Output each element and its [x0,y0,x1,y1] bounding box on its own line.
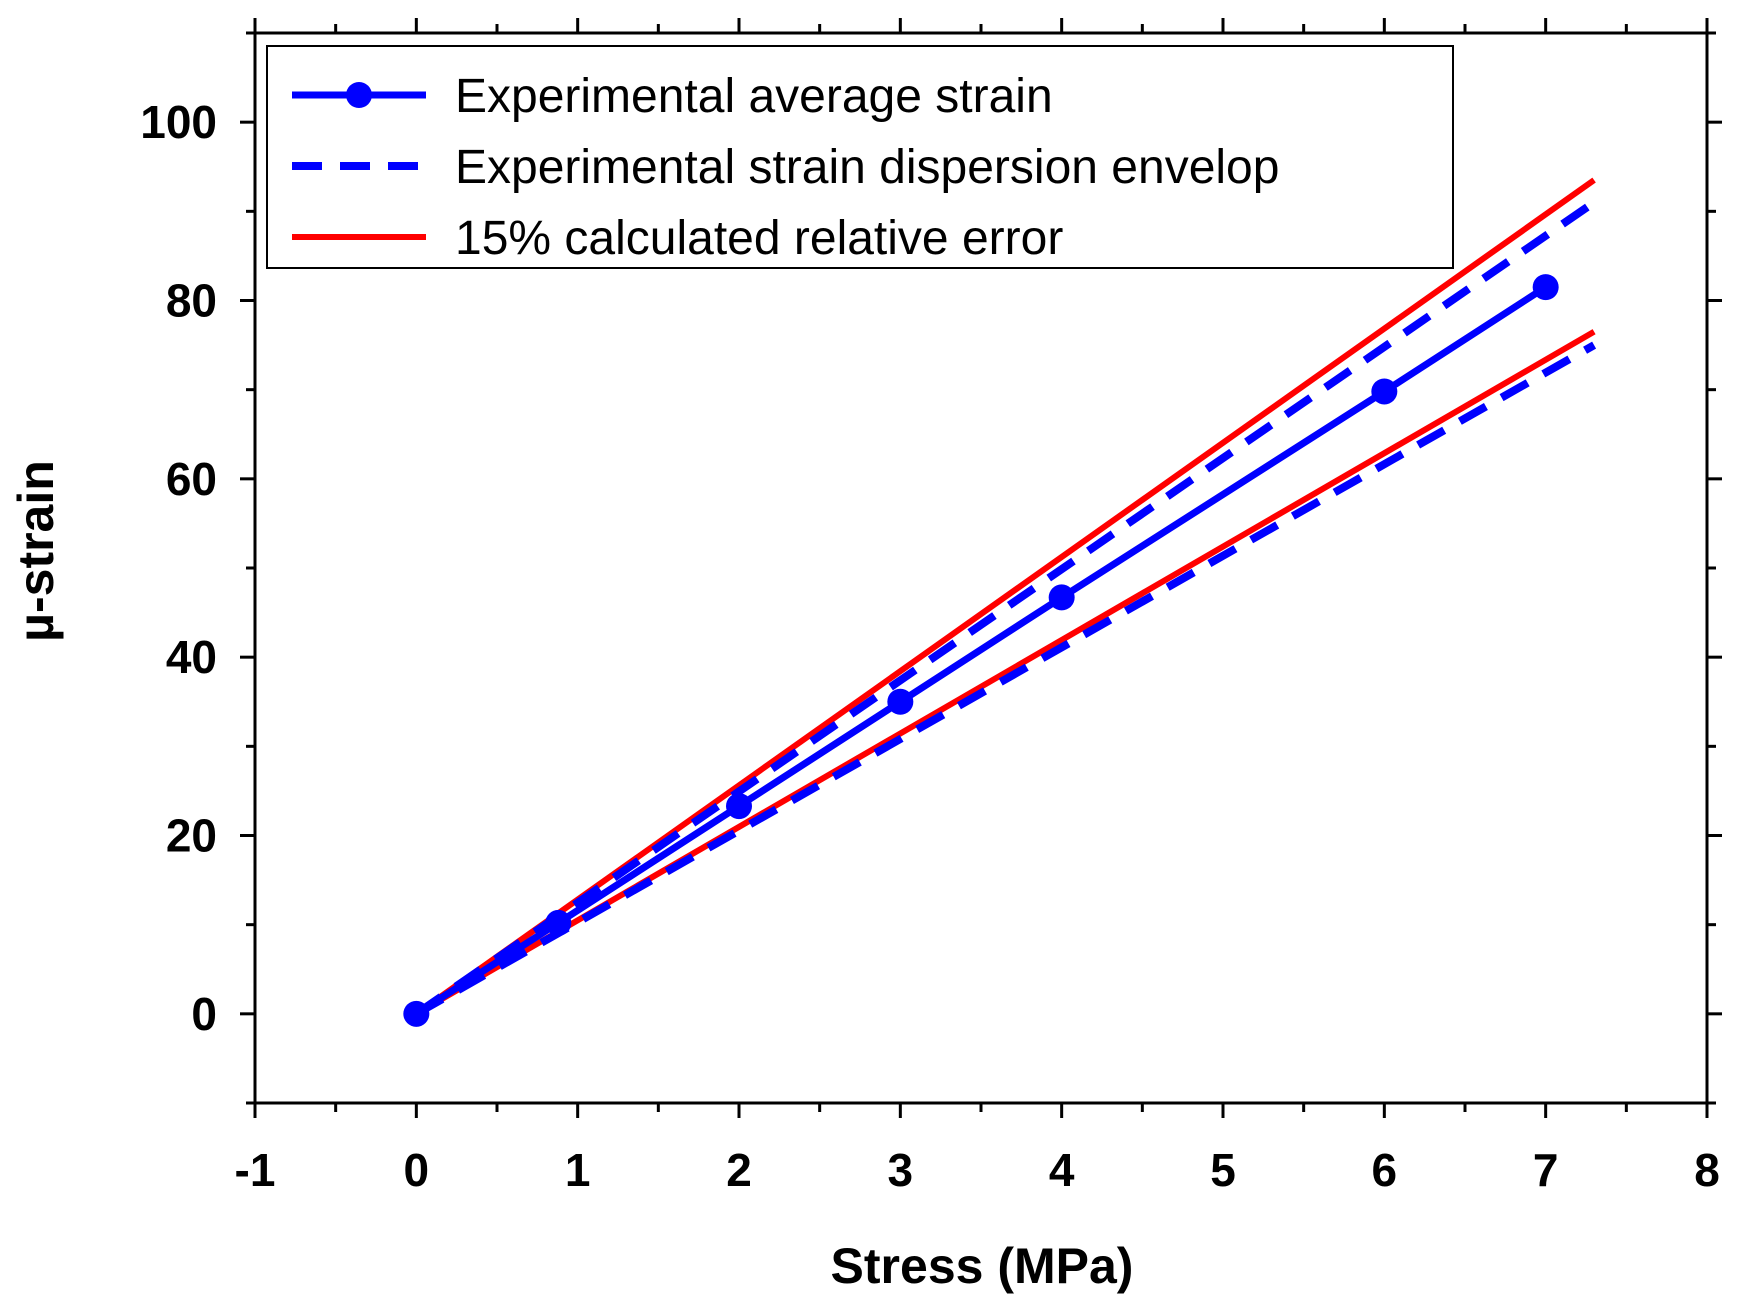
y-tick-label: 100 [140,96,217,148]
x-tick-label: 7 [1533,1144,1559,1196]
x-tick-label: 2 [726,1144,752,1196]
legend-box [266,45,1454,269]
series-line-15-calculated-relative-error-lower [414,329,1596,1017]
y-tick-label: 60 [166,453,217,505]
legend-label-2: 15% calculated relative error [455,212,1063,265]
x-tick-label: 1 [565,1144,591,1196]
data-point-3 [887,688,914,715]
y-tick-label: 0 [191,988,217,1040]
legend-marker-0 [346,82,372,108]
y-tick-label: 80 [166,275,217,327]
x-axis-title: Stress (MPa) [831,1238,1134,1294]
y-tick-label: 40 [166,631,217,683]
x-tick-label: 6 [1372,1144,1398,1196]
data-point-2 [726,793,752,820]
x-tick-label: 4 [1049,1144,1075,1196]
series-line-experimental-strain-dispersion-envelop [414,199,1597,1018]
series-line-experimental-strain-dispersion-envelop-lower [414,341,1597,1018]
data-point-4 [1048,584,1075,611]
x-tick-label: 0 [404,1144,430,1196]
x-tick-label: 3 [888,1144,914,1196]
data-point-0 [403,1000,430,1027]
legend: Experimental average strain Experimental … [266,45,1454,269]
y-tick-label: 20 [166,810,217,862]
data-point-1 [545,909,572,936]
plot-area [403,177,1597,1027]
series-group [403,177,1597,1027]
y-axis-title: µ-strain [8,460,64,642]
x-tick-label: -1 [235,1144,276,1196]
x-tick-label: 8 [1694,1144,1720,1196]
data-point-5 [1371,378,1398,405]
legend-label-0: Experimental average strain [455,70,1053,123]
data-point-6 [1532,274,1559,301]
x-tick-label: 5 [1210,1144,1236,1196]
legend-label-1: Experimental strain dispersion envelop [455,141,1279,194]
